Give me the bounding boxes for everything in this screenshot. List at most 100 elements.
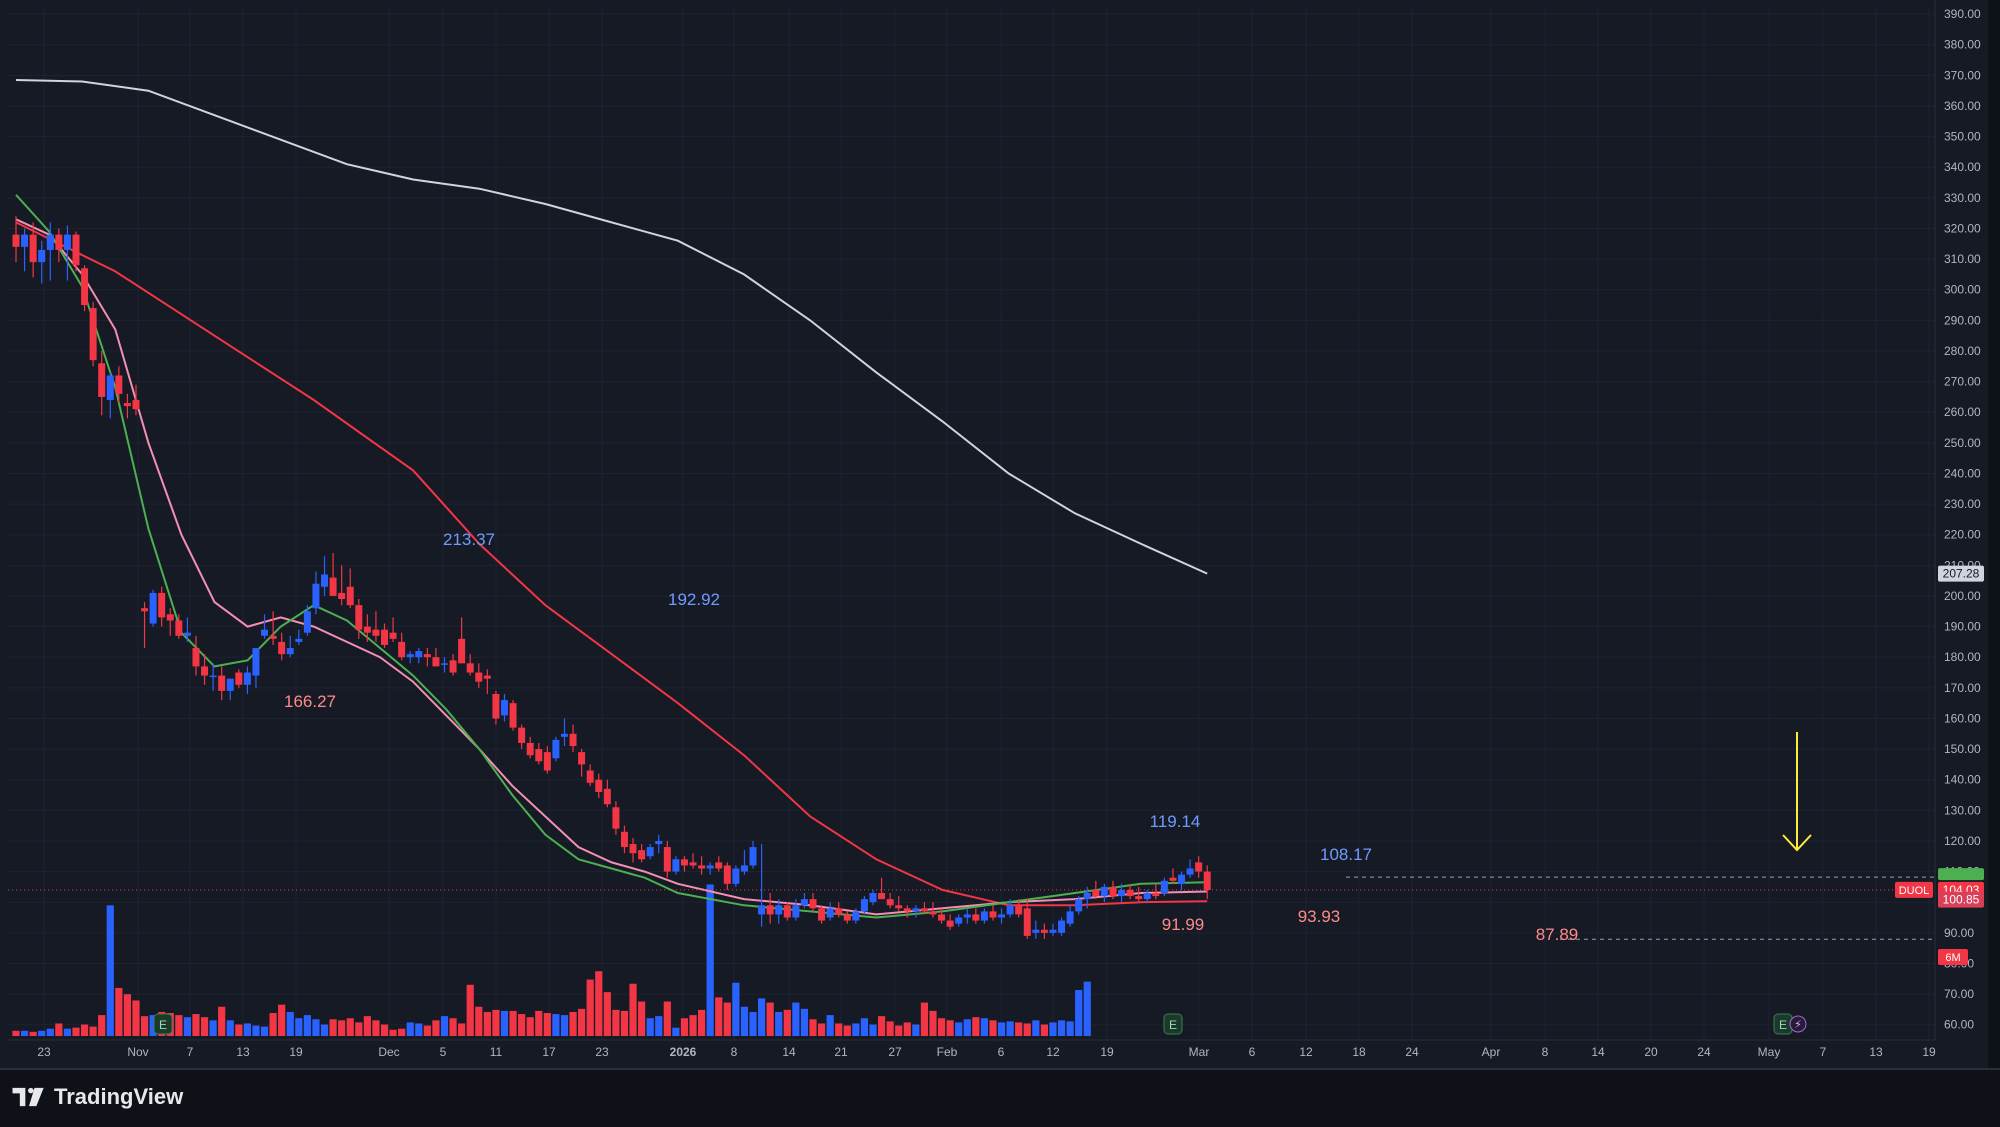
earnings-marker-icon[interactable] bbox=[1163, 1013, 1183, 1035]
candle-body[interactable] bbox=[895, 905, 903, 909]
candle-body[interactable] bbox=[98, 363, 106, 397]
candle-body[interactable] bbox=[543, 752, 551, 771]
candle-body[interactable] bbox=[620, 831, 628, 848]
candle-body[interactable] bbox=[826, 908, 834, 918]
candle-body[interactable] bbox=[818, 908, 826, 921]
candle-body[interactable] bbox=[261, 629, 269, 636]
candle-body[interactable] bbox=[903, 908, 911, 912]
candle-body[interactable] bbox=[809, 899, 817, 909]
candle-body[interactable] bbox=[449, 660, 457, 673]
candle-body[interactable] bbox=[218, 675, 226, 691]
candle-body[interactable] bbox=[441, 663, 448, 665]
candle-body[interactable] bbox=[972, 914, 980, 921]
candle-body[interactable] bbox=[201, 666, 209, 676]
candle-body[interactable] bbox=[766, 905, 774, 915]
candle-body[interactable] bbox=[663, 847, 671, 872]
candle-body[interactable] bbox=[338, 592, 346, 600]
candle-body[interactable] bbox=[938, 914, 946, 921]
candle-body[interactable] bbox=[612, 807, 620, 829]
candle-body[interactable] bbox=[46, 234, 54, 250]
candle-body[interactable] bbox=[1066, 911, 1074, 924]
candle-body[interactable] bbox=[1075, 899, 1083, 912]
candle-body[interactable] bbox=[869, 893, 877, 903]
candle-body[interactable] bbox=[920, 908, 928, 912]
candle-body[interactable] bbox=[252, 648, 260, 676]
candle-body[interactable] bbox=[1143, 893, 1151, 900]
candle-body[interactable] bbox=[1023, 908, 1031, 936]
candle-body[interactable] bbox=[1135, 896, 1143, 900]
candle-body[interactable] bbox=[860, 899, 868, 912]
candle-body[interactable] bbox=[929, 911, 937, 915]
candle-body[interactable] bbox=[63, 234, 71, 250]
candle-body[interactable] bbox=[749, 847, 757, 866]
candle-body[interactable] bbox=[12, 234, 20, 247]
candle-body[interactable] bbox=[1083, 893, 1091, 900]
candle-body[interactable] bbox=[852, 911, 860, 921]
candle-body[interactable] bbox=[998, 914, 1006, 918]
candle-body[interactable] bbox=[141, 608, 149, 612]
candle-body[interactable] bbox=[175, 620, 183, 636]
candle-body[interactable] bbox=[878, 893, 886, 900]
price-chart[interactable]: 390.00 380.00 370.00 360.00 350.00 340.00 330.… bbox=[0, 0, 2000, 1068]
candle-body[interactable] bbox=[466, 663, 474, 673]
candle-body[interactable] bbox=[381, 629, 389, 645]
candle-body[interactable] bbox=[1100, 886, 1108, 897]
candle-body[interactable] bbox=[183, 632, 191, 636]
candle-body[interactable] bbox=[123, 403, 131, 407]
candle-body[interactable] bbox=[269, 635, 277, 639]
candle-body[interactable] bbox=[89, 308, 97, 361]
candle-body[interactable] bbox=[406, 654, 414, 658]
candle-body[interactable] bbox=[303, 611, 311, 633]
candle-body[interactable] bbox=[415, 651, 423, 658]
candle-body[interactable] bbox=[243, 672, 251, 685]
candle-body[interactable] bbox=[423, 654, 431, 658]
candle-body[interactable] bbox=[680, 859, 688, 866]
candle-body[interactable] bbox=[1160, 880, 1168, 894]
candle-body[interactable] bbox=[475, 672, 483, 682]
candle-body[interactable] bbox=[518, 727, 526, 743]
candle-body[interactable] bbox=[955, 917, 963, 924]
candle-body[interactable] bbox=[595, 779, 603, 792]
candle-body[interactable] bbox=[500, 700, 508, 716]
candle-body[interactable] bbox=[783, 905, 791, 918]
candle-body[interactable] bbox=[980, 911, 988, 921]
candle-body[interactable] bbox=[389, 632, 397, 639]
candle-body[interactable] bbox=[569, 733, 577, 747]
candle-body[interactable] bbox=[398, 641, 406, 658]
candle-body[interactable] bbox=[646, 847, 654, 857]
candle-body[interactable] bbox=[963, 914, 971, 918]
candle-body[interactable] bbox=[132, 399, 140, 410]
candle-body[interactable] bbox=[740, 865, 748, 872]
candle-body[interactable] bbox=[629, 844, 637, 854]
candle-body[interactable] bbox=[1195, 862, 1203, 872]
candle-body[interactable] bbox=[603, 788, 611, 805]
candle-body[interactable] bbox=[886, 899, 894, 906]
candle-body[interactable] bbox=[1092, 889, 1100, 897]
candle-body[interactable] bbox=[209, 675, 217, 678]
candle-body[interactable] bbox=[1049, 929, 1057, 933]
candle-body[interactable] bbox=[732, 868, 740, 884]
candle-body[interactable] bbox=[758, 905, 766, 915]
candle-body[interactable] bbox=[329, 577, 337, 596]
candle-body[interactable] bbox=[775, 905, 783, 915]
candle-body[interactable] bbox=[1032, 929, 1040, 933]
candle-body[interactable] bbox=[192, 648, 200, 667]
candle-body[interactable] bbox=[372, 629, 380, 636]
candle-body[interactable] bbox=[689, 862, 697, 866]
earnings-marker-icon[interactable] bbox=[153, 1013, 173, 1035]
candle-body[interactable] bbox=[1186, 868, 1194, 875]
candle-body[interactable] bbox=[1006, 905, 1014, 915]
candle-body[interactable] bbox=[235, 672, 243, 685]
candle-body[interactable] bbox=[312, 583, 320, 609]
candle-body[interactable] bbox=[715, 862, 723, 869]
candle-body[interactable] bbox=[158, 592, 166, 618]
candle-body[interactable] bbox=[29, 234, 37, 263]
candle-body[interactable] bbox=[278, 641, 286, 655]
candle-body[interactable] bbox=[166, 614, 174, 621]
candle-body[interactable] bbox=[526, 742, 534, 756]
candle-body[interactable] bbox=[723, 865, 731, 884]
tradingview-brand[interactable]: TradingView bbox=[12, 1084, 183, 1110]
candle-body[interactable] bbox=[638, 850, 646, 860]
candle-body[interactable] bbox=[1169, 877, 1177, 881]
candle-body[interactable] bbox=[226, 678, 234, 691]
